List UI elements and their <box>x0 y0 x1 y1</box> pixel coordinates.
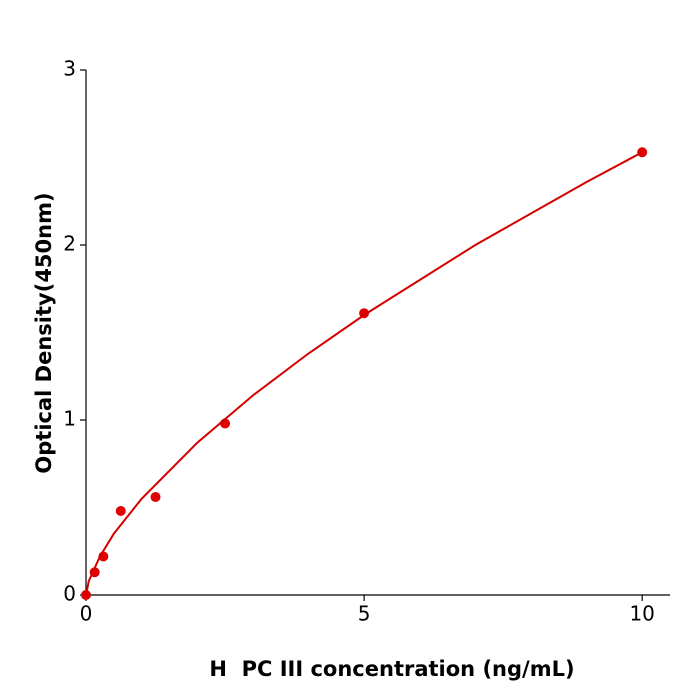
x-tick-label: 10 <box>629 602 654 626</box>
data-point <box>150 492 161 502</box>
y-tick-label: 1 <box>63 407 76 431</box>
x-tick-label: 0 <box>80 602 93 626</box>
y-tick-label: 3 <box>63 57 76 81</box>
y-tick-label: 0 <box>63 582 76 606</box>
y-tick-label: 2 <box>63 232 76 256</box>
y-axis-title: Optical Density(450nm) <box>32 192 56 473</box>
x-tick-label: 5 <box>358 602 371 626</box>
data-point <box>115 506 126 516</box>
fit-curve <box>85 151 643 596</box>
x-axis-title: H PC III concentration (ng/mL) <box>209 657 574 681</box>
